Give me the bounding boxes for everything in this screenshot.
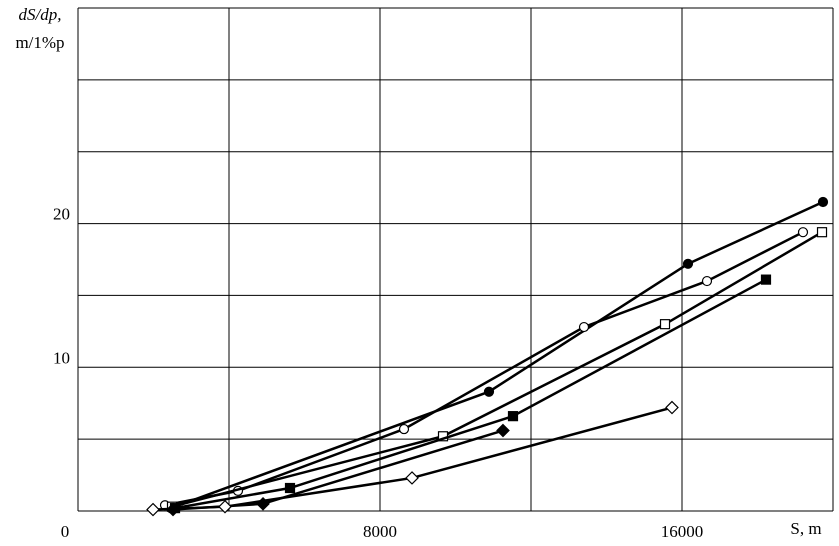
point <box>284 482 296 494</box>
point <box>760 274 772 285</box>
point <box>578 321 590 333</box>
point <box>483 386 495 397</box>
point <box>816 227 828 238</box>
point <box>398 423 410 435</box>
point <box>665 400 679 415</box>
point <box>507 411 519 422</box>
y-axis-label: dS/dp, <box>19 5 62 24</box>
y-tick-label: 20 <box>53 205 70 224</box>
x-tick-label: 16000 <box>661 522 704 541</box>
series-line <box>152 406 673 511</box>
point <box>797 227 809 238</box>
x-tick-label: 8000 <box>363 522 397 541</box>
point <box>218 499 232 514</box>
point <box>405 471 419 485</box>
series-line <box>174 278 767 510</box>
point <box>817 196 829 208</box>
y-axis-unit: m/1%p <box>15 33 64 52</box>
series-line <box>170 200 824 510</box>
point <box>146 502 160 517</box>
series-line <box>172 429 504 511</box>
point <box>682 258 694 269</box>
series-line <box>171 231 823 508</box>
x-axis-label: S, m <box>790 519 821 538</box>
series-line <box>164 231 804 507</box>
point <box>496 423 510 438</box>
x-tick-label: 0 <box>61 522 70 541</box>
y-tick-label: 10 <box>53 348 70 367</box>
point <box>659 319 671 330</box>
point <box>701 275 713 287</box>
